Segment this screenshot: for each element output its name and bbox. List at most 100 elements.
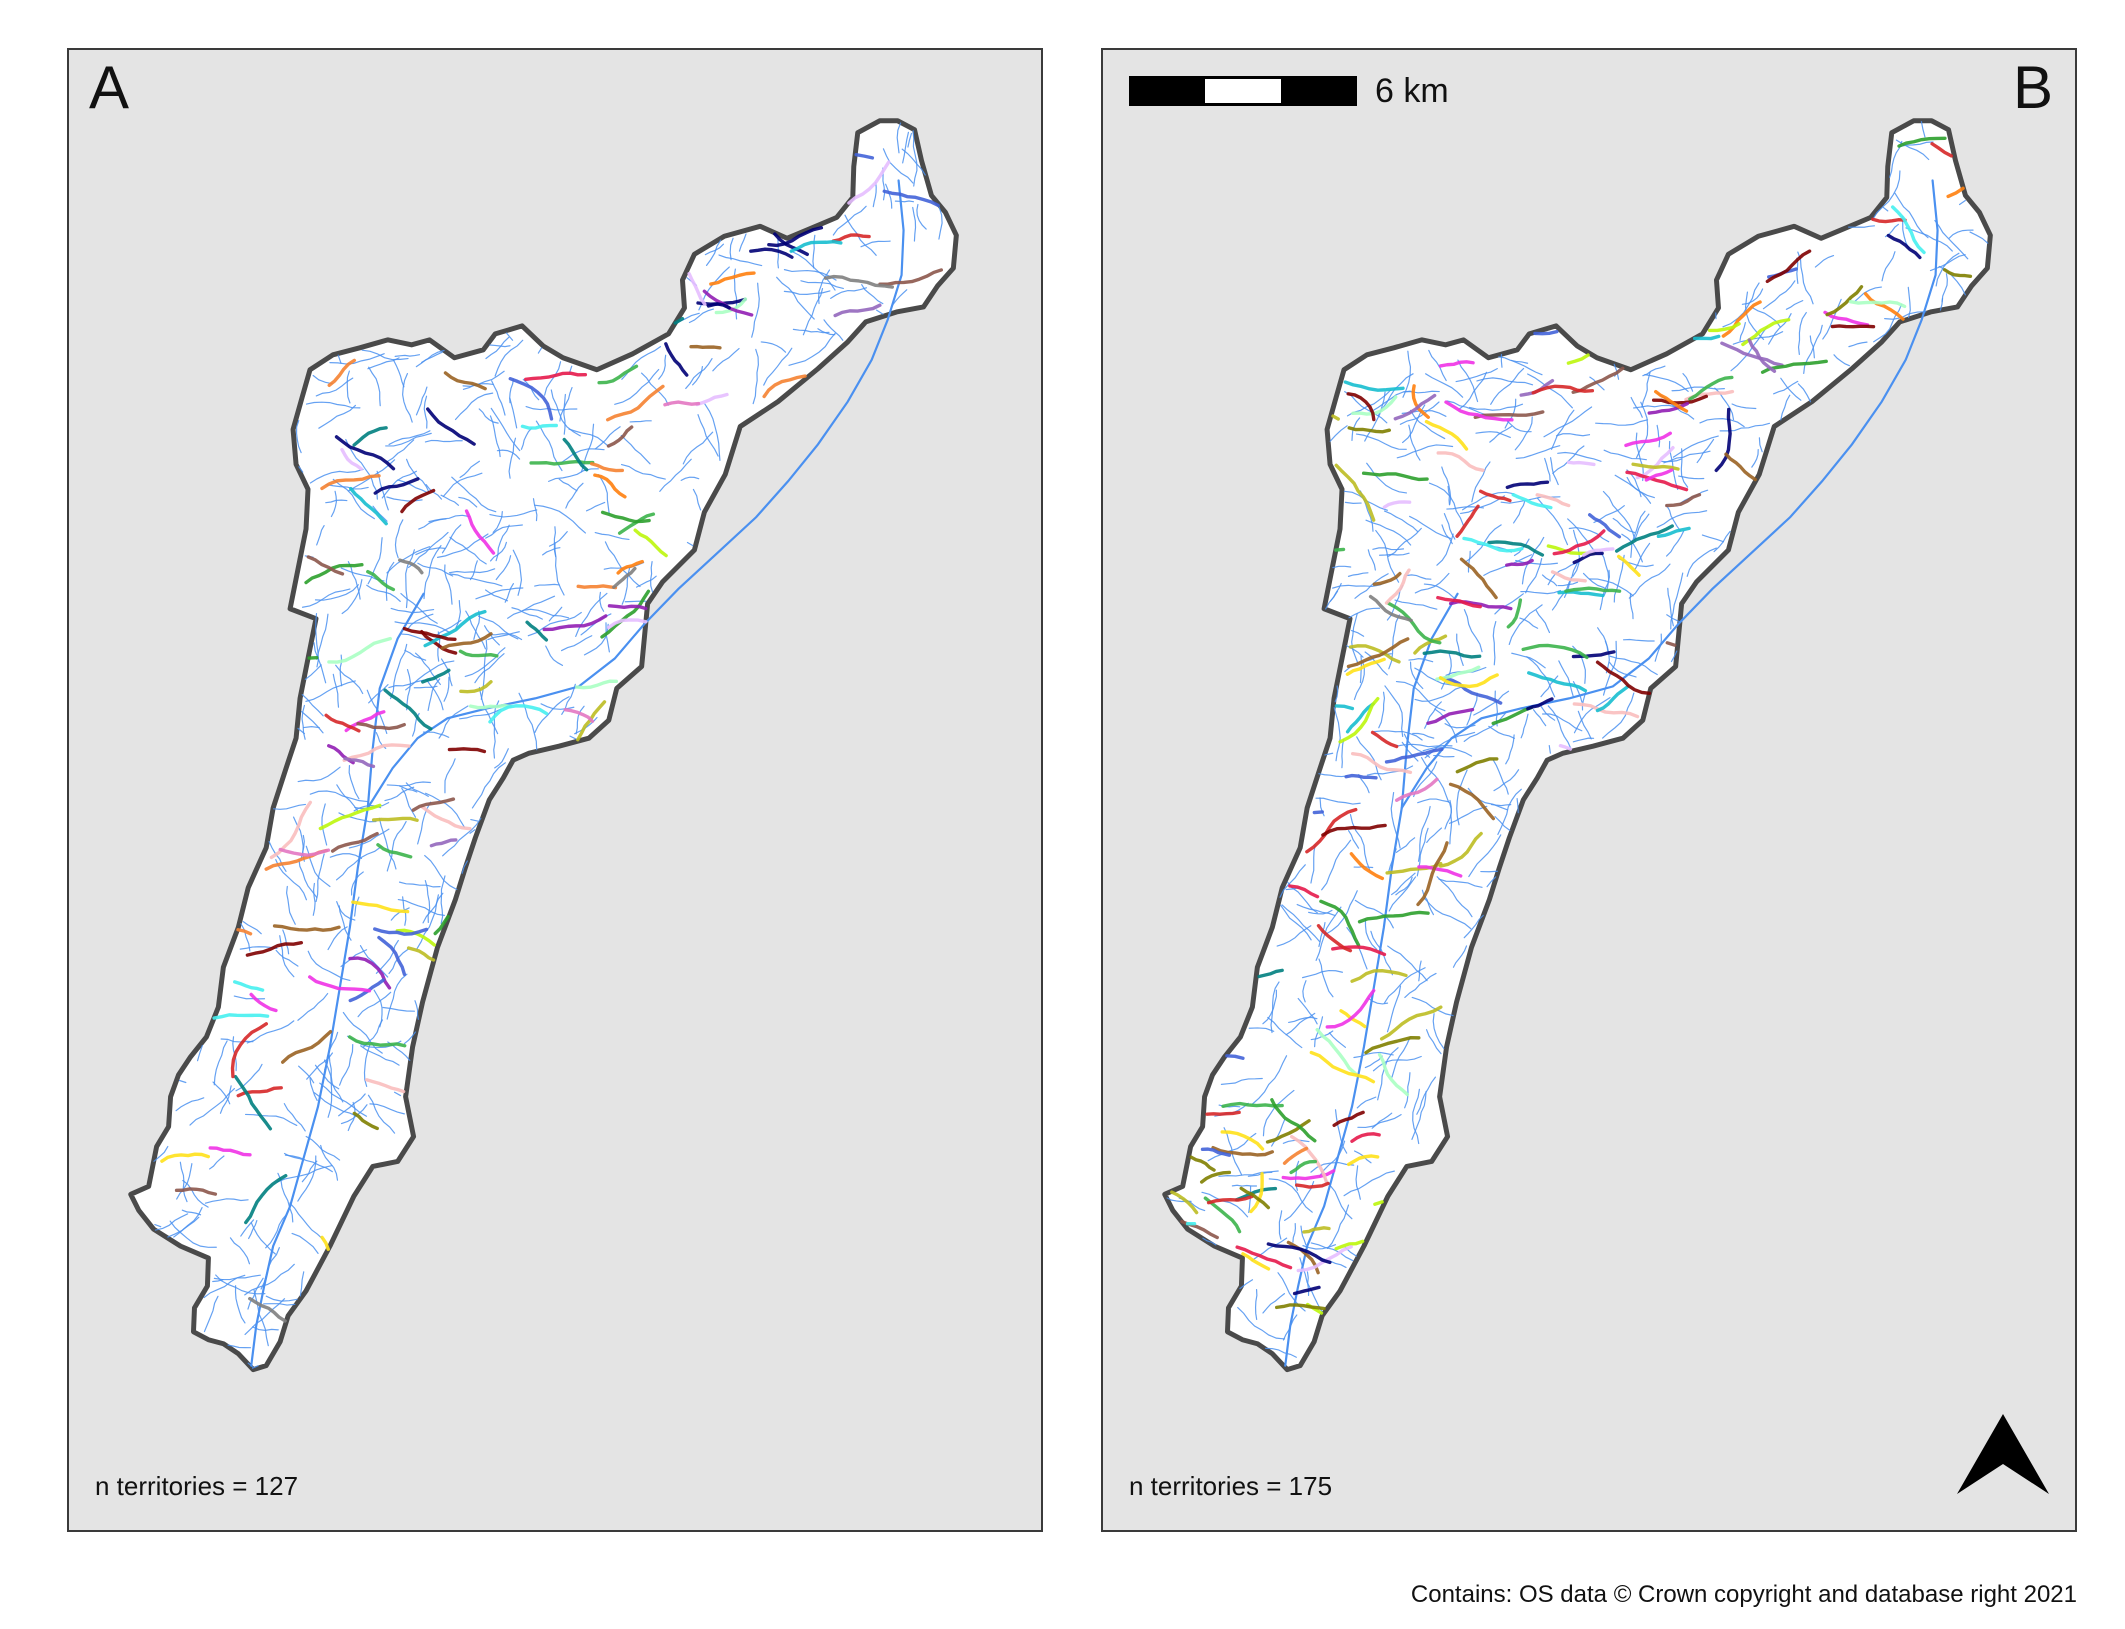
- river-tributary: [295, 420, 302, 454]
- territory-segment: [1282, 1146, 1309, 1165]
- river-tributary: [325, 483, 369, 490]
- river-tributary: [487, 633, 523, 641]
- territory-segment: [376, 843, 413, 859]
- river-tributary: [489, 344, 511, 348]
- territory-segment: [1665, 641, 1677, 647]
- river-tributary: [316, 524, 325, 546]
- river-tributary: [1341, 738, 1345, 769]
- territory-segment: [1624, 431, 1672, 448]
- territory-segment: [343, 756, 376, 769]
- river-tributary: [442, 472, 483, 498]
- territory-segment: [1651, 394, 1709, 405]
- river-tributary: [315, 377, 354, 397]
- territory-segment: [342, 743, 411, 763]
- river-tributary: [1513, 499, 1526, 524]
- river-tributary: [402, 373, 413, 423]
- territory-segment: [212, 1013, 270, 1020]
- territory-segment: [833, 303, 882, 318]
- territory-segment: [308, 975, 372, 993]
- river-tributary: [350, 871, 364, 896]
- river-tributary: [1347, 830, 1360, 849]
- river-tributary: [1785, 300, 1804, 310]
- territory-segment: [406, 946, 436, 962]
- river-tributary: [1276, 925, 1312, 947]
- river-tributary: [1282, 1314, 1298, 1341]
- river-tributary: [301, 1160, 318, 1183]
- territory-segment: [1332, 1110, 1365, 1128]
- river-tributary: [1310, 1161, 1355, 1173]
- river-tributary: [298, 1065, 315, 1084]
- river-tributary: [1417, 805, 1431, 862]
- river-tributary: [423, 545, 442, 600]
- river-tributary: [1353, 1051, 1394, 1059]
- river-tributary: [454, 392, 494, 421]
- river-tributary: [894, 200, 915, 203]
- territory-segment: [1347, 426, 1392, 434]
- river-tributary: [1428, 349, 1447, 382]
- river-tributary: [1572, 737, 1595, 743]
- river-tributary: [1907, 286, 1911, 319]
- territory-segment: [1897, 136, 1947, 148]
- river-tributary: [1378, 552, 1410, 556]
- river-tributary: [692, 488, 702, 511]
- river-tributary: [369, 1103, 405, 1115]
- river-tributary: [1796, 257, 1799, 284]
- river-tributary: [154, 1213, 189, 1231]
- river-tributary: [1628, 563, 1671, 599]
- river-tributary: [901, 148, 926, 176]
- river-tributary: [1406, 574, 1432, 580]
- river-tributary: [227, 1344, 252, 1349]
- river-tributary: [299, 1271, 305, 1297]
- river-tributary: [1434, 708, 1458, 743]
- river-tributary: [1602, 692, 1635, 739]
- river-tributary: [336, 901, 356, 921]
- territory-segment: [230, 1022, 268, 1079]
- river-tributary: [1699, 418, 1745, 428]
- river-tributary: [1732, 331, 1784, 345]
- river-tributary: [1871, 170, 1901, 221]
- river-tributary: [484, 589, 509, 602]
- territory-segment: [383, 688, 433, 731]
- river-tributary: [1270, 981, 1280, 1034]
- river-tributary: [1254, 1288, 1258, 1321]
- river-tributary: [1356, 1096, 1377, 1109]
- river-tributary: [1739, 322, 1746, 342]
- river-tributary: [1730, 325, 1768, 372]
- river-tributary: [298, 858, 318, 899]
- river-tributary: [1486, 876, 1497, 888]
- territory-segment: [1206, 1194, 1254, 1205]
- river-tributary: [394, 621, 451, 634]
- river-tributary: [306, 1052, 334, 1080]
- river-tributary: [329, 853, 363, 860]
- river-tributary: [1540, 675, 1559, 698]
- river-tributary: [341, 579, 363, 615]
- territory-segment: [1370, 730, 1399, 749]
- river-tributary: [469, 560, 478, 581]
- river-tributary: [332, 673, 340, 708]
- river-tributary: [321, 803, 328, 846]
- territory-segment: [373, 477, 420, 495]
- river-tributary: [204, 1198, 249, 1204]
- territory-segment: [356, 721, 406, 731]
- river-tributary: [1318, 958, 1334, 998]
- territory-segment: [1416, 841, 1449, 907]
- river-tributary: [282, 929, 290, 955]
- river-tributary: [1873, 303, 1903, 343]
- river-tributary: [449, 536, 487, 565]
- river-tributary: [1443, 513, 1456, 540]
- river-tributary: [178, 1079, 187, 1084]
- river-tributary: [1310, 1242, 1354, 1262]
- main-river: [1400, 592, 1459, 810]
- river-tributary: [1599, 549, 1610, 596]
- territory-segment: [831, 233, 871, 243]
- map-panel-b: 6 km B n territories = 175: [1101, 48, 2077, 1532]
- river-tributary: [830, 287, 868, 299]
- river-tributary: [1608, 661, 1637, 678]
- river-tributary: [872, 181, 877, 208]
- river-tributary: [307, 950, 351, 982]
- river-tributary: [252, 1326, 279, 1331]
- river-tributary: [1547, 562, 1577, 586]
- river-tributary: [483, 625, 500, 646]
- river-tributary: [1318, 773, 1348, 778]
- river-tributary: [599, 591, 605, 612]
